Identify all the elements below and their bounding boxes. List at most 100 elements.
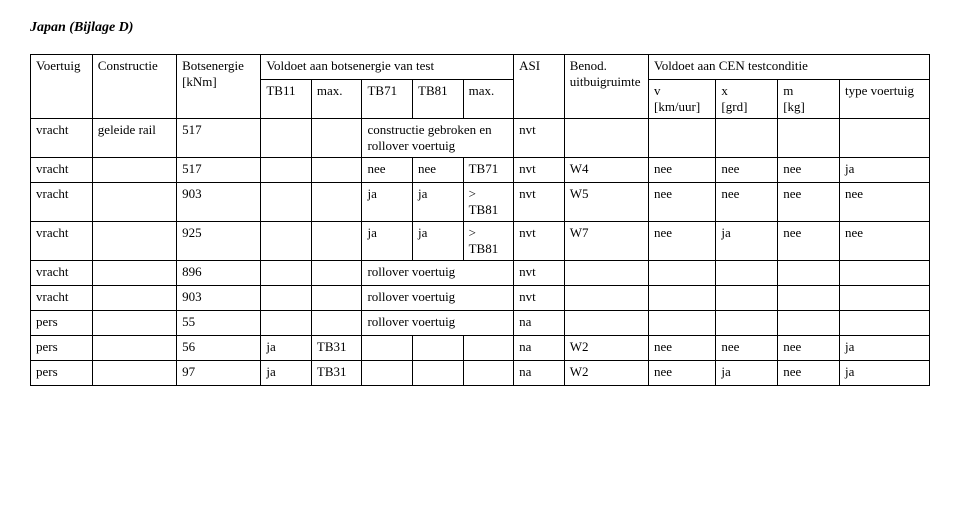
table-cell: nvt: [514, 119, 565, 158]
table-cell: ja: [716, 361, 778, 386]
table-cell: [413, 361, 464, 386]
table-cell: nee: [716, 183, 778, 222]
table-cell: W4: [564, 158, 648, 183]
table-row: vracht925jaja>TB81nvtW7neejaneenee: [31, 222, 930, 261]
table-cell: pers: [31, 361, 93, 386]
table-cell: nee: [716, 158, 778, 183]
th-asi: ASI: [514, 55, 565, 119]
table-row: pers55rollover voertuigna: [31, 311, 930, 336]
table-cell: ja: [261, 336, 312, 361]
table-cell: [92, 286, 176, 311]
table-row: vracht896rollover voertuignvt: [31, 261, 930, 286]
table-cell: ja: [840, 361, 930, 386]
table-cell: [648, 261, 715, 286]
th-tb11: TB11: [261, 80, 312, 119]
table-cell: pers: [31, 336, 93, 361]
th-voldoet-bots: Voldoet aan botsenergie van test: [261, 55, 514, 80]
table-cell: nee: [648, 158, 715, 183]
table-cell: [92, 222, 176, 261]
th-v-unit: [km/uur]: [654, 99, 700, 114]
th-botsenergie: Botsenergie [kNm]: [177, 55, 261, 119]
th-max2: max.: [463, 80, 514, 119]
table-cell: [716, 119, 778, 158]
table-cell: [564, 311, 648, 336]
table-cell: na: [514, 336, 565, 361]
table-cell: [92, 183, 176, 222]
th-v: v [km/uur]: [648, 80, 715, 119]
th-uitbuigruimte: uitbuigruimte: [570, 74, 641, 89]
th-tb81: TB81: [413, 80, 464, 119]
table-cell: [840, 286, 930, 311]
table-cell: [778, 261, 840, 286]
table-cell: [261, 261, 312, 286]
table-cell: nee: [778, 361, 840, 386]
table-cell: [413, 336, 464, 361]
table-cell: 55: [177, 311, 261, 336]
table-cell: [840, 261, 930, 286]
table-cell: [716, 261, 778, 286]
table-cell: rollover voertuig: [362, 261, 514, 286]
table-row: pers56jaTB31naW2neeneeneeja: [31, 336, 930, 361]
table-body: vrachtgeleide rail517constructie gebroke…: [31, 119, 930, 386]
table-cell: ja: [261, 361, 312, 386]
table-cell: [362, 361, 413, 386]
table-cell: nvt: [514, 183, 565, 222]
table-cell: nee: [778, 183, 840, 222]
table-cell: [92, 158, 176, 183]
table-cell: W2: [564, 336, 648, 361]
table-cell: nee: [840, 222, 930, 261]
table-cell: 903: [177, 286, 261, 311]
table-cell: nvt: [514, 261, 565, 286]
table-cell: [778, 119, 840, 158]
table-cell: [716, 311, 778, 336]
table-cell: [648, 119, 715, 158]
table-cell: TB71: [463, 158, 514, 183]
table-cell: 903: [177, 183, 261, 222]
table-cell: [261, 119, 312, 158]
table-cell: [311, 286, 362, 311]
table-cell: [463, 361, 514, 386]
table-cell: nvt: [514, 222, 565, 261]
table-cell: ja: [413, 183, 464, 222]
table-cell: ja: [716, 222, 778, 261]
th-v-label: v: [654, 83, 661, 98]
table-cell: [840, 119, 930, 158]
table-cell: [648, 311, 715, 336]
page-title: Japan (Bijlage D): [30, 20, 930, 36]
table-cell: W5: [564, 183, 648, 222]
table-cell: [261, 222, 312, 261]
table-cell: nee: [778, 336, 840, 361]
table-cell: 97: [177, 361, 261, 386]
table-cell: [92, 361, 176, 386]
table-row: vracht903rollover voertuignvt: [31, 286, 930, 311]
table-cell: [778, 286, 840, 311]
table-cell: ja: [413, 222, 464, 261]
table-cell: [716, 286, 778, 311]
th-m-label: m: [783, 83, 793, 98]
table-cell: [564, 286, 648, 311]
table-row: vracht903jaja>TB81nvtW5neeneeneenee: [31, 183, 930, 222]
table-cell: na: [514, 311, 565, 336]
data-table: Voertuig Constructie Botsenergie [kNm] V…: [30, 54, 930, 386]
table-cell: [261, 311, 312, 336]
table-cell: [840, 311, 930, 336]
table-cell: [311, 183, 362, 222]
th-tb71: TB71: [362, 80, 413, 119]
th-x: x [grd]: [716, 80, 778, 119]
table-cell: nee: [648, 336, 715, 361]
th-x-unit: [grd]: [721, 99, 747, 114]
th-voldoet-cen: Voldoet aan CEN testconditie: [648, 55, 929, 80]
table-cell: ja: [840, 336, 930, 361]
table-cell: [261, 183, 312, 222]
table-cell: W7: [564, 222, 648, 261]
table-cell: 56: [177, 336, 261, 361]
table-cell: nvt: [514, 286, 565, 311]
table-cell: ja: [362, 222, 413, 261]
table-cell: >TB81: [463, 183, 514, 222]
table-cell: 896: [177, 261, 261, 286]
th-max1: max.: [311, 80, 362, 119]
th-type: type voertuig: [840, 80, 930, 119]
table-cell: [564, 261, 648, 286]
table-cell: nee: [413, 158, 464, 183]
table-cell: rollover voertuig: [362, 311, 514, 336]
